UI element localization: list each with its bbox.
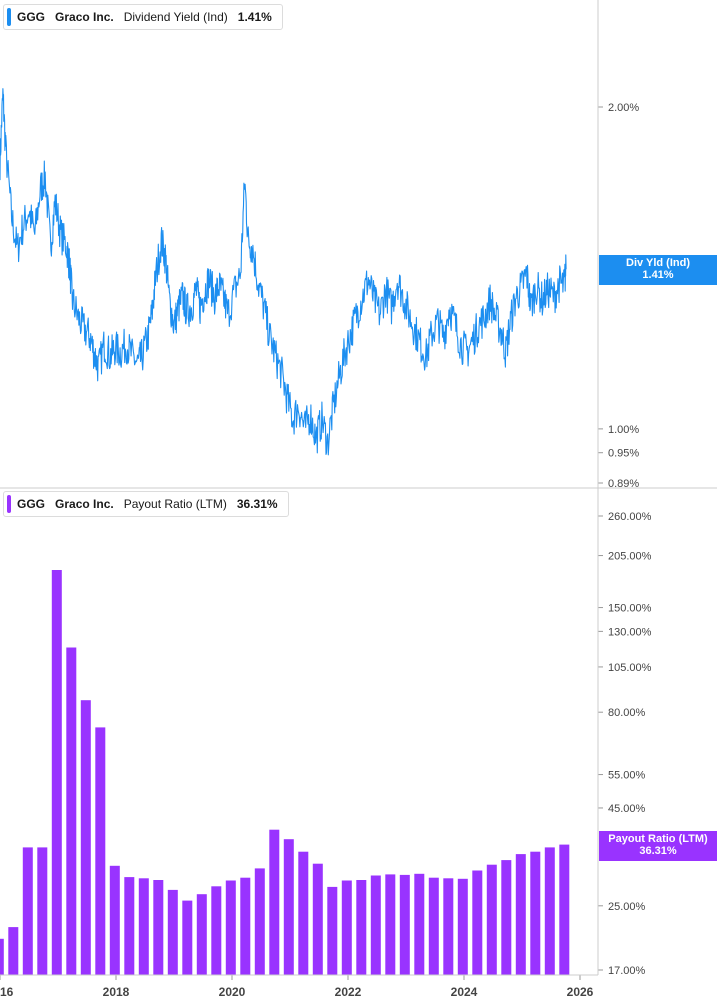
payout-ratio-bar [472,870,483,975]
payout-ratio-bar [0,938,4,975]
flag-label: Payout Ratio (LTM) [608,833,708,845]
y-tick-label: 1.00% [608,424,639,436]
dividend-yield-line [0,88,567,456]
dividend-yield-swatch [7,8,11,26]
payout-ratio-bar [8,927,19,975]
legend-ticker: GGG [17,497,46,511]
payout-ratio-bar [501,860,512,975]
y-tick-label: 130.00% [608,626,652,638]
y-tick-label: 55.00% [608,770,646,782]
payout-ratio-bar [356,880,367,975]
payout-ratio-bar [298,851,309,975]
payout-ratio-bar [312,863,323,975]
payout-ratio-legend[interactable]: GGG Graco Inc. Payout Ratio (LTM) 36.31% [3,491,289,517]
payout-ratio-bar [124,877,135,975]
payout-ratio-bar [240,877,251,975]
legend-value: 36.31% [236,497,278,511]
payout-ratio-bar [515,854,526,975]
payout-ratio-bar [95,727,106,975]
y-tick-label: 0.89% [608,478,639,490]
x-tick-label: 2018 [103,985,130,999]
y-tick-label: 2.00% [608,102,639,114]
payout-ratio-bar [530,851,541,975]
payout-ratio-bar [385,874,396,975]
dividend-yield-flag: Div Yld (Ind) 1.41% [599,255,717,285]
payout-ratio-bar [182,900,193,975]
payout-ratio-bar [370,875,381,975]
payout-ratio-bar [544,847,555,975]
y-tick-label: 80.00% [608,707,646,719]
payout-ratio-bar [51,570,62,975]
payout-ratio-bar [399,874,410,975]
flag-label: Div Yld (Ind) [626,257,690,269]
payout-ratio-bar [457,878,468,975]
flag-value: 1.41% [642,269,674,281]
payout-ratio-bar [80,700,91,975]
y-tick-label: 45.00% [608,803,646,815]
payout-ratio-bar [66,647,77,975]
payout-ratio-bar [153,880,164,975]
payout-ratio-bar [254,868,265,975]
legend-metric: Payout Ratio (LTM) [123,497,227,511]
legend-value: 1.41% [237,10,272,24]
y-tick-label: 17.00% [608,965,646,977]
flag-value: 36.31% [639,845,677,857]
x-tick-label: 2026 [567,985,594,999]
y-tick-label: 25.00% [608,901,646,913]
payout-ratio-bar [341,880,352,975]
payout-ratio-bar [559,844,570,975]
payout-ratio-bar [37,847,48,975]
payout-ratio-bar [269,829,280,975]
payout-ratio-bar [109,865,120,975]
x-axis: 2016 2018 2020 2022 2024 2026 [0,975,594,999]
payout-ratio-bar [443,878,454,975]
x-tick-label: 2020 [219,985,246,999]
legend-ticker: GGG [17,10,46,24]
legend-metric: Dividend Yield (Ind) [123,10,228,24]
legend-company: Graco Inc. [55,10,114,24]
x-tick-label: 2022 [335,985,362,999]
payout-ratio-panel: 260.00% 205.00% 150.00% 130.00% 105.00% 80.00… [0,511,652,977]
dividend-yield-panel: 2.00% 1.00% 0.95% 0.89% [0,88,639,490]
y-tick-label: 260.00% [608,511,652,523]
payout-ratio-bar [196,894,207,975]
payout-ratio-flag: Payout Ratio (LTM) 36.31% [599,831,717,861]
payout-ratio-bar [211,886,222,975]
payout-ratio-bar [22,847,33,975]
y-tick-label: 150.00% [608,603,652,615]
y-tick-label: 205.00% [608,551,652,563]
payout-ratio-bar [428,877,439,975]
payout-ratio-bar [167,889,178,975]
x-tick-label: 2016 [0,985,14,999]
payout-ratio-swatch [7,495,11,513]
payout-ratio-bar [138,878,149,975]
payout-ratio-bar [283,839,294,975]
y-tick-label: 0.95% [608,448,639,460]
dividend-yield-legend[interactable]: GGG Graco Inc. Dividend Yield (Ind) 1.41… [3,4,283,30]
payout-ratio-bar [327,886,338,975]
payout-ratio-bar [414,873,425,975]
payout-ratio-bar [225,880,236,975]
y-tick-label: 105.00% [608,662,652,674]
payout-ratio-bar [486,864,497,975]
x-tick-label: 2024 [451,985,478,999]
legend-company: Graco Inc. [55,497,114,511]
